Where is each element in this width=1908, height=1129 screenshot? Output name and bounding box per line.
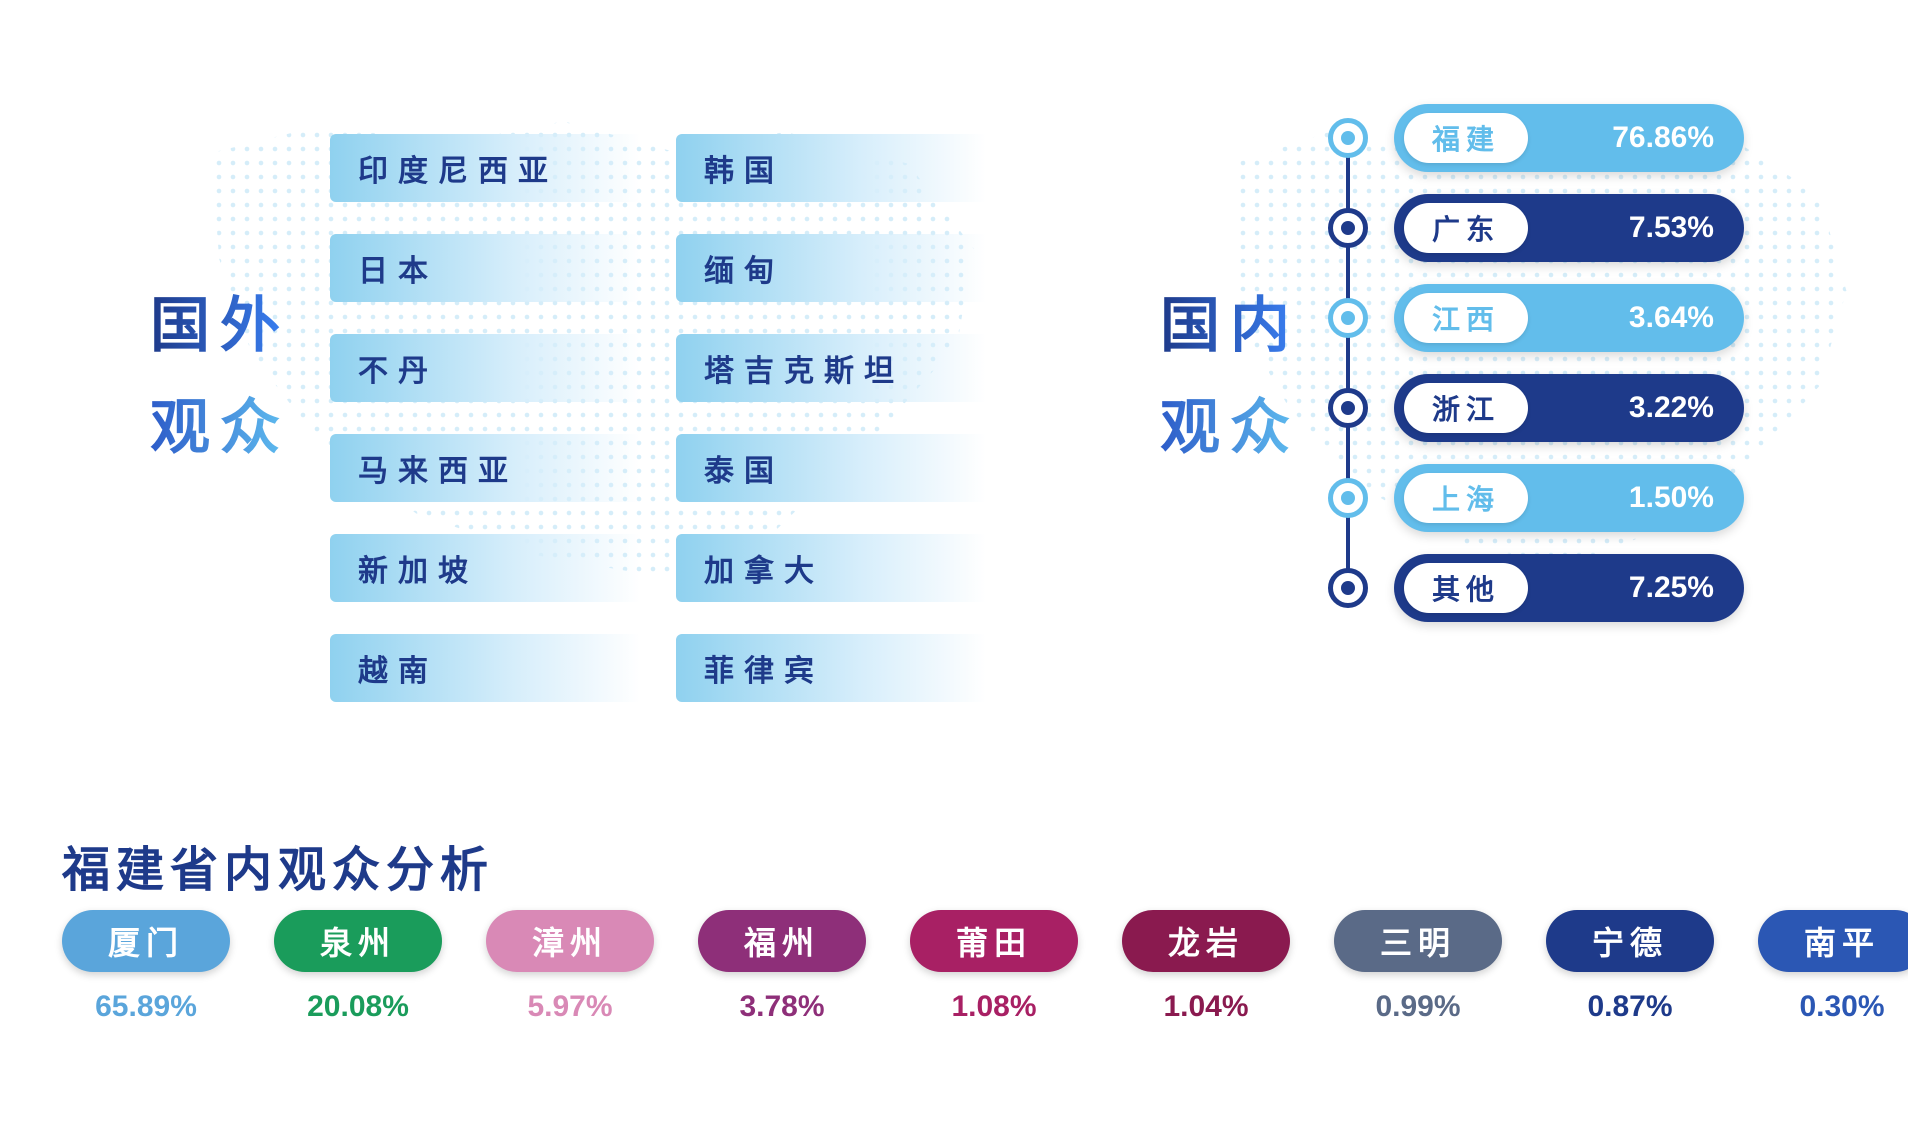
domestic-province-value: 1.50%	[1605, 481, 1714, 515]
fujian-city-value: 0.30%	[1758, 990, 1908, 1024]
domestic-province-row: 江西 3.64%	[1328, 284, 1744, 352]
foreign-country-label: 新加坡	[358, 546, 478, 590]
foreign-country-bar: 马来西亚	[330, 434, 640, 502]
fujian-city-item: 宁德 0.87%	[1546, 910, 1714, 1024]
fujian-city-item: 漳州 5.97%	[486, 910, 654, 1024]
foreign-country-bar: 越南	[330, 634, 640, 702]
domestic-province-row: 福建 76.86%	[1328, 104, 1744, 172]
fujian-city-item: 三明 0.99%	[1334, 910, 1502, 1024]
fujian-city-pill: 漳州	[486, 910, 654, 972]
domestic-province-row: 其他 7.25%	[1328, 554, 1744, 622]
fujian-city-value: 0.87%	[1546, 990, 1714, 1024]
fujian-city-pill: 龙岩	[1122, 910, 1290, 972]
domestic-title-line2: 观众	[1160, 377, 1300, 479]
domestic-province-label: 其他	[1404, 563, 1528, 613]
domestic-province-list: 福建 76.86% 广东 7.53% 江西 3.64% 浙江 3.22% 上海 1.50% 其他 7.…	[1328, 104, 1744, 644]
domestic-province-pill: 江西 3.64%	[1394, 284, 1744, 352]
fujian-city-row: 厦门 65.89% 泉州 20.08% 漳州 5.97% 福州 3.78% 莆田 1.08% 龙岩 1…	[62, 910, 1908, 1024]
foreign-country-bar: 新加坡	[330, 534, 640, 602]
fujian-city-pill: 厦门	[62, 910, 230, 972]
fujian-city-item: 厦门 65.89%	[62, 910, 230, 1024]
domestic-province-value: 7.25%	[1605, 571, 1714, 605]
foreign-title-line2: 观众	[150, 377, 290, 479]
fujian-section-title: 福建省内观众分析	[62, 830, 494, 900]
domestic-province-pill: 浙江 3.22%	[1394, 374, 1744, 442]
domestic-province-label: 福建	[1404, 113, 1528, 163]
domestic-province-value: 7.53%	[1605, 211, 1714, 245]
foreign-country-label: 加拿大	[704, 546, 824, 590]
foreign-country-label: 缅甸	[704, 246, 784, 290]
foreign-country-label: 不丹	[358, 346, 438, 390]
fujian-city-value: 1.08%	[910, 990, 1078, 1024]
fujian-city-item: 龙岩 1.04%	[1122, 910, 1290, 1024]
fujian-city-pill: 宁德	[1546, 910, 1714, 972]
foreign-col-2: 韩国缅甸塔吉克斯坦泰国加拿大菲律宾	[676, 134, 986, 702]
fujian-city-pill: 莆田	[910, 910, 1078, 972]
timeline-node-icon	[1328, 118, 1368, 158]
domestic-title-line1: 国内	[1160, 275, 1300, 377]
domestic-province-label: 上海	[1404, 473, 1528, 523]
timeline-node-icon	[1328, 388, 1368, 428]
domestic-province-pill: 广东 7.53%	[1394, 194, 1744, 262]
fujian-city-pill: 三明	[1334, 910, 1502, 972]
fujian-city-pill: 福州	[698, 910, 866, 972]
foreign-country-bar: 菲律宾	[676, 634, 986, 702]
domestic-province-label: 广东	[1404, 203, 1528, 253]
foreign-title-line1: 国外	[150, 275, 290, 377]
fujian-city-value: 5.97%	[486, 990, 654, 1024]
timeline-node-icon	[1328, 208, 1368, 248]
foreign-country-bar: 塔吉克斯坦	[676, 334, 986, 402]
foreign-col-1: 印度尼西亚日本不丹马来西亚新加坡越南	[330, 134, 640, 702]
foreign-country-bar: 不丹	[330, 334, 640, 402]
foreign-country-bar: 缅甸	[676, 234, 986, 302]
foreign-country-bar: 泰国	[676, 434, 986, 502]
domestic-province-label: 江西	[1404, 293, 1528, 343]
foreign-country-label: 马来西亚	[358, 446, 518, 490]
domestic-province-value: 3.64%	[1605, 301, 1714, 335]
domestic-province-value: 3.22%	[1605, 391, 1714, 425]
foreign-country-label: 越南	[358, 646, 438, 690]
domestic-province-row: 上海 1.50%	[1328, 464, 1744, 532]
fujian-city-item: 福州 3.78%	[698, 910, 866, 1024]
foreign-country-bar: 加拿大	[676, 534, 986, 602]
foreign-country-label: 印度尼西亚	[358, 146, 558, 190]
foreign-country-bars: 印度尼西亚日本不丹马来西亚新加坡越南 韩国缅甸塔吉克斯坦泰国加拿大菲律宾	[330, 134, 986, 702]
domestic-province-row: 广东 7.53%	[1328, 194, 1744, 262]
foreign-country-label: 塔吉克斯坦	[704, 346, 904, 390]
foreign-section-title: 国外 观众	[150, 275, 290, 479]
foreign-country-label: 泰国	[704, 446, 784, 490]
domestic-province-pill: 其他 7.25%	[1394, 554, 1744, 622]
domestic-province-value: 76.86%	[1588, 121, 1714, 155]
foreign-country-bar: 日本	[330, 234, 640, 302]
fujian-city-item: 泉州 20.08%	[274, 910, 442, 1024]
fujian-city-value: 1.04%	[1122, 990, 1290, 1024]
timeline-node-icon	[1328, 568, 1368, 608]
foreign-country-bar: 韩国	[676, 134, 986, 202]
domestic-province-row: 浙江 3.22%	[1328, 374, 1744, 442]
domestic-province-label: 浙江	[1404, 383, 1528, 433]
fujian-city-value: 20.08%	[274, 990, 442, 1024]
foreign-country-label: 韩国	[704, 146, 784, 190]
fujian-city-pill: 泉州	[274, 910, 442, 972]
domestic-section-title: 国内 观众	[1160, 275, 1300, 479]
fujian-city-value: 3.78%	[698, 990, 866, 1024]
fujian-city-item: 南平 0.30%	[1758, 910, 1908, 1024]
foreign-country-label: 菲律宾	[704, 646, 824, 690]
timeline-node-icon	[1328, 298, 1368, 338]
fujian-city-value: 0.99%	[1334, 990, 1502, 1024]
domestic-province-pill: 福建 76.86%	[1394, 104, 1744, 172]
fujian-city-value: 65.89%	[62, 990, 230, 1024]
fujian-city-pill: 南平	[1758, 910, 1908, 972]
fujian-city-item: 莆田 1.08%	[910, 910, 1078, 1024]
timeline-node-icon	[1328, 478, 1368, 518]
foreign-country-label: 日本	[358, 246, 438, 290]
domestic-province-pill: 上海 1.50%	[1394, 464, 1744, 532]
foreign-country-bar: 印度尼西亚	[330, 134, 640, 202]
